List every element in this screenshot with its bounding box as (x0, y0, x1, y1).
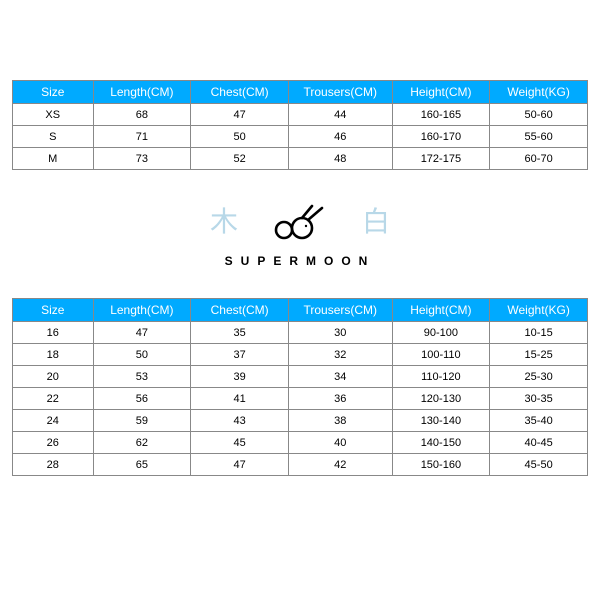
brand-logos: 木 白 (12, 200, 588, 240)
table-row: 16 47 35 30 90-100 10-15 (13, 322, 588, 344)
cell: 32 (289, 344, 393, 366)
col-length: Length(CM) (93, 299, 191, 322)
size-chart-page: Size Length(CM) Chest(CM) Trousers(CM) H… (0, 0, 600, 600)
cell: 40-45 (490, 432, 588, 454)
cell: 36 (289, 388, 393, 410)
cell: 56 (93, 388, 191, 410)
brand-name: SUPERMOON (12, 254, 588, 268)
table-row: XS 68 47 44 160-165 50-60 (13, 104, 588, 126)
cell: 46 (289, 126, 393, 148)
cell: 130-140 (392, 410, 490, 432)
cell: 15-25 (490, 344, 588, 366)
cell: 160-170 (392, 126, 490, 148)
cell: 30-35 (490, 388, 588, 410)
cell: S (13, 126, 94, 148)
cell: 47 (191, 454, 289, 476)
cell: 30 (289, 322, 393, 344)
cell: 10-15 (490, 322, 588, 344)
cell: 50 (191, 126, 289, 148)
cell: 90-100 (392, 322, 490, 344)
cell: 42 (289, 454, 393, 476)
cell: 110-120 (392, 366, 490, 388)
table-row: 20 53 39 34 110-120 25-30 (13, 366, 588, 388)
table-row: M 73 52 48 172-175 60-70 (13, 148, 588, 170)
table-row: 22 56 41 36 120-130 30-35 (13, 388, 588, 410)
cell: 44 (289, 104, 393, 126)
brand-char-right: 白 (362, 200, 390, 240)
cell: 45 (191, 432, 289, 454)
cell: 53 (93, 366, 191, 388)
cell: 38 (289, 410, 393, 432)
cell: 39 (191, 366, 289, 388)
cell: 50-60 (490, 104, 588, 126)
cell: 59 (93, 410, 191, 432)
col-chest: Chest(CM) (191, 299, 289, 322)
col-trousers: Trousers(CM) (289, 81, 393, 104)
cell: 41 (191, 388, 289, 410)
cell: 60-70 (490, 148, 588, 170)
cell: 20 (13, 366, 94, 388)
cell: 52 (191, 148, 289, 170)
cell: 40 (289, 432, 393, 454)
table-header-row: Size Length(CM) Chest(CM) Trousers(CM) H… (13, 299, 588, 322)
cell: 43 (191, 410, 289, 432)
cell: 28 (13, 454, 94, 476)
table-row: S 71 50 46 160-170 55-60 (13, 126, 588, 148)
cell: 37 (191, 344, 289, 366)
table-row: 18 50 37 32 100-110 15-25 (13, 344, 588, 366)
table-row: 24 59 43 38 130-140 35-40 (13, 410, 588, 432)
size-table-kids: Size Length(CM) Chest(CM) Trousers(CM) H… (12, 298, 588, 476)
cell: 16 (13, 322, 94, 344)
cell: 18 (13, 344, 94, 366)
col-height: Height(CM) (392, 81, 490, 104)
cell: 55-60 (490, 126, 588, 148)
cell: 35 (191, 322, 289, 344)
cell: 47 (191, 104, 289, 126)
col-chest: Chest(CM) (191, 81, 289, 104)
table-row: 26 62 45 40 140-150 40-45 (13, 432, 588, 454)
cell: 150-160 (392, 454, 490, 476)
brand-char-left: 木 (210, 200, 238, 240)
cell: XS (13, 104, 94, 126)
cell: 22 (13, 388, 94, 410)
cell: 140-150 (392, 432, 490, 454)
cell: 45-50 (490, 454, 588, 476)
brand-block: 木 白 SUPERMOON (12, 200, 588, 268)
size-table-adult: Size Length(CM) Chest(CM) Trousers(CM) H… (12, 80, 588, 170)
col-length: Length(CM) (93, 81, 191, 104)
cell: M (13, 148, 94, 170)
cell: 160-165 (392, 104, 490, 126)
cell: 71 (93, 126, 191, 148)
col-size: Size (13, 299, 94, 322)
cell: 62 (93, 432, 191, 454)
cell: 24 (13, 410, 94, 432)
cell: 34 (289, 366, 393, 388)
cell: 100-110 (392, 344, 490, 366)
col-weight: Weight(KG) (490, 81, 588, 104)
col-trousers: Trousers(CM) (289, 299, 393, 322)
table-row: 28 65 47 42 150-160 45-50 (13, 454, 588, 476)
col-size: Size (13, 81, 94, 104)
cell: 73 (93, 148, 191, 170)
cell: 26 (13, 432, 94, 454)
cell: 50 (93, 344, 191, 366)
rabbit-icon (272, 200, 328, 240)
col-height: Height(CM) (392, 299, 490, 322)
cell: 68 (93, 104, 191, 126)
cell: 172-175 (392, 148, 490, 170)
cell: 35-40 (490, 410, 588, 432)
cell: 48 (289, 148, 393, 170)
cell: 65 (93, 454, 191, 476)
cell: 25-30 (490, 366, 588, 388)
col-weight: Weight(KG) (490, 299, 588, 322)
cell: 120-130 (392, 388, 490, 410)
cell: 47 (93, 322, 191, 344)
table-header-row: Size Length(CM) Chest(CM) Trousers(CM) H… (13, 81, 588, 104)
